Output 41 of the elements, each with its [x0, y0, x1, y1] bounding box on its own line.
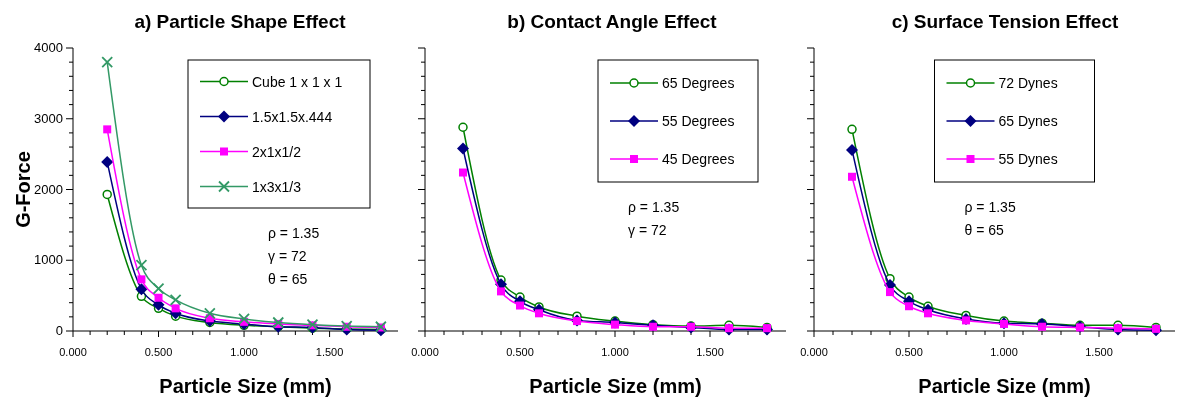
legend-label: 55 Degrees — [662, 113, 735, 129]
y-tick-label: 0 — [55, 323, 63, 338]
x-tick-label: 0.500 — [506, 346, 534, 358]
legend-label: 1.5x1.5x.444 — [252, 108, 333, 125]
x-tick-label: 0.500 — [895, 346, 923, 358]
legend-label: 2x1x1/2 — [252, 143, 302, 160]
x-axis-title: Particle Size (mm) — [159, 375, 332, 397]
legend-label: 65 Dynes — [998, 113, 1058, 129]
y-tick-label: 3000 — [34, 110, 63, 126]
x-tick-label: 1.500 — [696, 346, 724, 358]
legend-label: 65 Degrees — [662, 75, 735, 91]
chart-title: b) Contact Angle Effect — [507, 11, 718, 32]
annotation: ρ = 1.35 — [268, 225, 320, 241]
x-tick-label: 0.000 — [59, 346, 87, 358]
x-tick-label: 1.500 — [1085, 346, 1113, 358]
chart-title: c) Surface Tension Effect — [891, 11, 1119, 32]
annotation: ρ = 1.35 — [628, 199, 680, 215]
x-tick-label: 1.000 — [230, 346, 258, 358]
annotation: θ = 65 — [964, 222, 1005, 238]
y-tick-label: 2000 — [34, 181, 63, 197]
legend-label: 45 Degrees — [662, 151, 735, 167]
annotation: θ = 65 — [268, 271, 308, 287]
x-axis-title: Particle Size (mm) — [529, 375, 702, 397]
x-tick-label: 0.000 — [800, 346, 828, 358]
x-tick-label: 1.500 — [315, 346, 344, 358]
annotation: γ = 72 — [628, 222, 667, 238]
chart-title: a) Particle Shape Effect — [134, 11, 347, 32]
annotation: γ = 72 — [268, 248, 307, 264]
y-tick-label: 1000 — [34, 252, 63, 268]
legend-label: 72 Dynes — [998, 75, 1058, 91]
x-axis-title: Particle Size (mm) — [918, 375, 1091, 397]
legend-label: 1x3x1/3 — [252, 178, 302, 195]
legend-label: Cube 1 x 1 x 1 — [252, 73, 343, 90]
legend-label: 55 Dynes — [998, 151, 1058, 167]
y-axis-title: G-Force — [12, 151, 34, 228]
x-tick-label: 0.000 — [411, 346, 439, 358]
y-tick-label: 4000 — [34, 40, 63, 55]
annotation: ρ = 1.35 — [964, 199, 1016, 215]
x-tick-label: 1.000 — [990, 346, 1018, 358]
x-tick-label: 1.000 — [601, 346, 629, 358]
x-tick-label: 0.500 — [144, 346, 173, 358]
